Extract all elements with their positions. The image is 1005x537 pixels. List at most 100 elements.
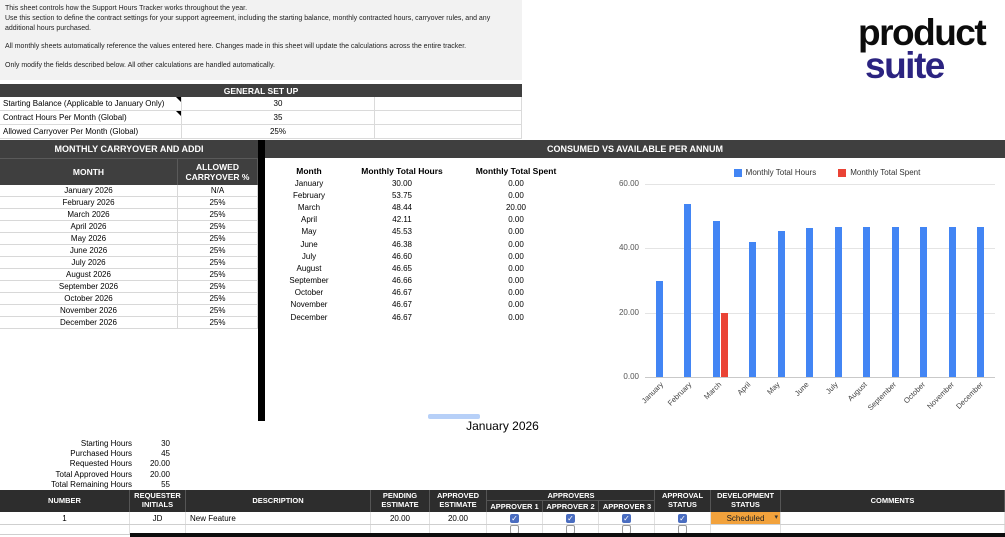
header-pending-estimate: PENDING ESTIMATE bbox=[371, 490, 430, 512]
legend-label: Monthly Total Spent bbox=[850, 168, 921, 177]
requester-initials-cell[interactable] bbox=[130, 525, 186, 534]
carryover-row: December 2026 25% bbox=[0, 317, 258, 329]
summary-value[interactable]: 30 bbox=[161, 438, 170, 448]
carryover-pct-cell[interactable]: 25% bbox=[178, 245, 258, 256]
y-axis-label: 0.00 bbox=[623, 372, 639, 381]
carryover-pct-cell[interactable]: 25% bbox=[178, 197, 258, 208]
approved-estimate-cell[interactable]: 20.00 bbox=[430, 512, 487, 524]
legend-swatch-icon bbox=[838, 168, 847, 177]
carryover-pct-cell[interactable]: 25% bbox=[178, 209, 258, 220]
empty-cell bbox=[375, 97, 522, 110]
chart-bar-group bbox=[655, 280, 663, 377]
pending-estimate-cell[interactable] bbox=[371, 525, 430, 534]
annual-hours-cell: 46.67 bbox=[391, 288, 413, 298]
horizontal-scroll-indicator[interactable] bbox=[428, 414, 480, 419]
annual-row: April 42.11 0.00 bbox=[273, 214, 573, 226]
carryover-row: April 2026 25% bbox=[0, 221, 258, 233]
requests-table: NUMBER REQUESTER INITIALS DESCRIPTION PE… bbox=[0, 490, 1005, 535]
annual-row: December 46.67 0.00 bbox=[273, 311, 573, 323]
chart-bar-spent bbox=[720, 312, 728, 377]
carryover-pct-cell[interactable]: 25% bbox=[178, 257, 258, 268]
chart-bar-hours bbox=[948, 226, 956, 377]
annual-month-cell: January bbox=[294, 178, 324, 188]
annual-spent-cell: 20.00 bbox=[505, 202, 527, 212]
approval-checkbox[interactable]: ✓ bbox=[678, 513, 687, 523]
annual-col-hours: Monthly Total Hours bbox=[361, 165, 443, 176]
header-development-status: DEVELOPMENT STATUS bbox=[711, 490, 781, 512]
description-cell[interactable]: New Feature bbox=[186, 512, 371, 524]
pending-estimate-cell[interactable]: 20.00 bbox=[371, 512, 430, 524]
requests-table-header: NUMBER REQUESTER INITIALS DESCRIPTION PE… bbox=[0, 490, 1005, 512]
annual-row: August 46.65 0.00 bbox=[273, 262, 573, 274]
chart-bar-hours bbox=[712, 221, 720, 377]
carryover-pct-cell[interactable]: 25% bbox=[178, 293, 258, 304]
legend-item: Monthly Total Spent bbox=[838, 168, 920, 177]
annual-month-cell: March bbox=[297, 202, 321, 212]
setup-value-cell[interactable]: 25% bbox=[182, 125, 375, 138]
development-status-cell[interactable]: Scheduled ▾ bbox=[711, 512, 781, 524]
request-number-cell bbox=[0, 525, 130, 534]
approver2-checkbox[interactable]: ✓ bbox=[566, 513, 575, 523]
carryover-pct-cell[interactable]: 25% bbox=[178, 269, 258, 280]
x-axis-label: January bbox=[639, 380, 665, 406]
annual-month-cell: August bbox=[296, 263, 322, 273]
annual-spent-cell: 0.00 bbox=[508, 288, 524, 298]
approver3-checkbox[interactable]: ✓ bbox=[622, 513, 631, 523]
approver1-checkbox[interactable]: ✓ bbox=[510, 513, 519, 523]
summary-value[interactable]: 45 bbox=[161, 449, 170, 459]
annual-row: June 46.38 0.00 bbox=[273, 238, 573, 250]
summary-value[interactable]: 20.00 bbox=[149, 469, 170, 479]
carryover-pct-cell[interactable]: 25% bbox=[178, 317, 258, 328]
carryover-month-cell: November 2026 bbox=[0, 305, 178, 316]
carryover-pct-cell[interactable]: 25% bbox=[178, 233, 258, 244]
carryover-row: July 2026 25% bbox=[0, 257, 258, 269]
annual-spent-cell: 0.00 bbox=[508, 178, 524, 188]
summary-row: Purchased Hours 45 bbox=[30, 448, 170, 458]
header-approved-estimate: APPROVED ESTIMATE bbox=[430, 490, 487, 512]
summary-value[interactable]: 20.00 bbox=[149, 459, 170, 469]
annual-col-month: Month bbox=[296, 165, 322, 176]
y-axis-label: 40.00 bbox=[618, 243, 639, 253]
carryover-pct-cell[interactable]: 25% bbox=[178, 221, 258, 232]
request-row: 1 JD New Feature 20.00 20.00 ✓ ✓ ✓ ✓ Scheduled ▾ bbox=[0, 512, 1005, 525]
annual-panel-title: CONSUMED VS AVAILABLE PER ANNUM bbox=[265, 140, 1005, 158]
header-approver-2: APPROVER 2 bbox=[543, 501, 599, 512]
annual-hours-cell: 30.00 bbox=[391, 178, 413, 188]
header-comments: COMMENTS bbox=[781, 490, 1005, 512]
annual-row: March 48.44 20.00 bbox=[273, 201, 573, 213]
comments-cell[interactable] bbox=[781, 512, 1005, 524]
instruction-line-1: This sheet controls how the Support Hour… bbox=[5, 5, 248, 12]
chart-bar-group bbox=[684, 204, 692, 377]
setup-row: Allowed Carryover Per Month (Global) 25% bbox=[0, 125, 522, 139]
setup-row: Contract Hours Per Month (Global) 35 bbox=[0, 111, 522, 125]
description-cell[interactable] bbox=[186, 525, 371, 534]
empty-cell bbox=[375, 125, 522, 138]
chart-bar-group bbox=[806, 227, 814, 377]
chart-bar-hours bbox=[684, 204, 692, 377]
carryover-month-cell: May 2026 bbox=[0, 233, 178, 244]
general-setup-rows: Starting Balance (Applicable to January … bbox=[0, 97, 522, 139]
carryover-panel-title: MONTHLY CARRYOVER AND ADDI bbox=[0, 140, 258, 158]
carryover-pct-cell[interactable]: 25% bbox=[178, 305, 258, 316]
setup-value-cell[interactable]: 30 bbox=[182, 97, 375, 110]
requester-initials-cell[interactable]: JD bbox=[130, 512, 186, 524]
summary-value[interactable]: 55 bbox=[161, 480, 170, 490]
x-axis-label-cell: July bbox=[821, 379, 849, 417]
carryover-month-cell: March 2026 bbox=[0, 209, 178, 220]
annual-spent-cell: 0.00 bbox=[508, 215, 524, 225]
chart-bar-hours bbox=[749, 241, 757, 377]
annual-spent-cell: 0.00 bbox=[508, 300, 524, 310]
annual-hours-cell: 53.75 bbox=[391, 190, 413, 200]
x-axis-label: June bbox=[792, 380, 811, 398]
setup-row-label: Starting Balance (Applicable to January … bbox=[0, 97, 182, 110]
chart-bar-group bbox=[948, 226, 956, 377]
header-description: DESCRIPTION bbox=[186, 490, 371, 512]
carryover-col-month: MONTH bbox=[0, 159, 178, 185]
annual-hours-cell: 46.60 bbox=[391, 251, 413, 261]
carryover-pct-cell[interactable]: N/A bbox=[178, 185, 258, 196]
development-status-cell[interactable] bbox=[711, 525, 781, 534]
setup-value-cell[interactable]: 35 bbox=[182, 111, 375, 124]
carryover-pct-cell[interactable]: 25% bbox=[178, 281, 258, 292]
approved-estimate-cell[interactable] bbox=[430, 525, 487, 534]
